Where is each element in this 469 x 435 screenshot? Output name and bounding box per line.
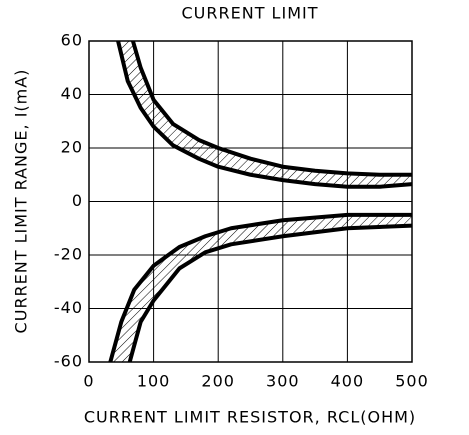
plot-frame bbox=[88, 40, 413, 363]
y-tick-label: 0 bbox=[72, 191, 83, 210]
y-tick-label: -40 bbox=[54, 298, 83, 317]
y-tick-label: -60 bbox=[54, 352, 83, 371]
y-tick-label: -20 bbox=[54, 245, 83, 264]
x-tick-label: 400 bbox=[331, 372, 365, 391]
series-line bbox=[131, 40, 412, 177]
y-tick-label: 20 bbox=[61, 138, 83, 157]
y-tick-label: 40 bbox=[61, 84, 83, 103]
x-tick-label: 300 bbox=[266, 372, 300, 391]
series-line bbox=[127, 223, 413, 363]
x-axis-label: CURRENT LIMIT RESISTOR, RCL(OHM) bbox=[84, 408, 416, 427]
y-tick-label: 60 bbox=[61, 31, 83, 50]
y-axis-label: CURRENT LIMIT RANGE, I(mA) bbox=[12, 69, 31, 334]
x-tick-label: 500 bbox=[395, 372, 429, 391]
band-fill bbox=[118, 41, 412, 187]
x-tick-label: 200 bbox=[201, 372, 235, 391]
x-tick-label: 0 bbox=[83, 372, 94, 391]
x-tick-label: 100 bbox=[137, 372, 171, 391]
series-line bbox=[108, 212, 412, 363]
chart-title: CURRENT LIMIT bbox=[182, 4, 319, 23]
series-line bbox=[116, 40, 413, 189]
band-fill bbox=[110, 214, 413, 362]
